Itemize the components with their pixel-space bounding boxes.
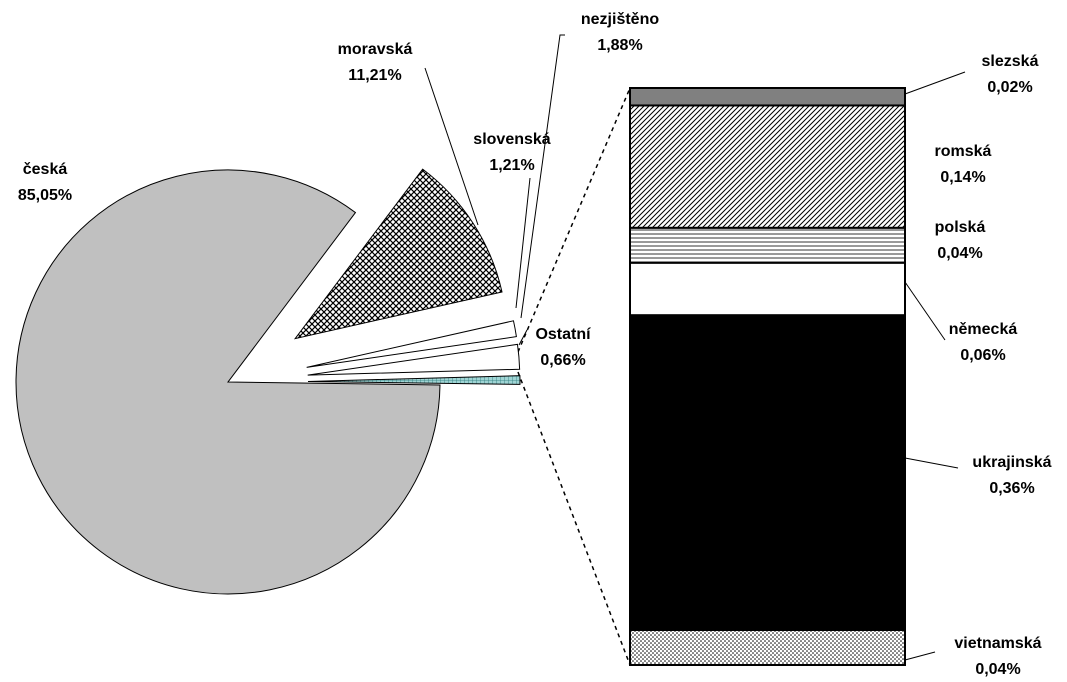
pie-slice: [293, 168, 503, 340]
value-label: 1,21%: [489, 157, 534, 174]
value-label: 11,21%: [348, 67, 401, 84]
value-label: 1,88%: [597, 37, 642, 54]
pie-slice: [307, 343, 521, 376]
leader-line: [520, 34, 565, 319]
category-label: romská: [935, 143, 992, 160]
leader-lines: [424, 34, 966, 666]
bar-segment: [629, 261, 906, 317]
category-label: vietnamská: [954, 635, 1041, 652]
pie-slice: [307, 375, 521, 385]
bar-segment: [629, 87, 906, 107]
value-label: 0,66%: [540, 352, 585, 369]
category-label: slezská: [982, 53, 1039, 70]
value-label: 0,04%: [937, 245, 982, 262]
leader-line: [904, 281, 946, 341]
value-label: 0,02%: [987, 79, 1032, 96]
category-label: Ostatní: [535, 326, 591, 343]
value-label: 0,36%: [989, 480, 1034, 497]
value-label: 0,06%: [960, 347, 1005, 364]
category-label: ukrajinská: [972, 454, 1051, 471]
bar-segment: [629, 104, 906, 229]
leader-line: [904, 651, 936, 661]
category-label: česká: [23, 161, 68, 178]
category-label: moravská: [338, 41, 413, 58]
bar-segment: [629, 226, 906, 264]
category-label: nezjištěno: [581, 11, 659, 28]
value-label: 0,04%: [975, 661, 1020, 678]
leader-line: [515, 177, 531, 309]
pie-slice: [306, 320, 517, 368]
category-label: německá: [949, 321, 1018, 338]
pie-slice: [15, 169, 441, 595]
connector-line: [517, 371, 631, 666]
leader-line: [518, 329, 528, 346]
category-label: slovenská: [473, 131, 550, 148]
bar-segment: [629, 629, 906, 666]
leader-line: [424, 67, 479, 226]
value-label: 0,14%: [940, 169, 985, 186]
leader-line: [904, 457, 959, 469]
bar-segment: [629, 314, 906, 632]
value-label: 85,05%: [18, 187, 72, 204]
leader-line: [904, 71, 966, 95]
category-label: polská: [935, 219, 986, 236]
